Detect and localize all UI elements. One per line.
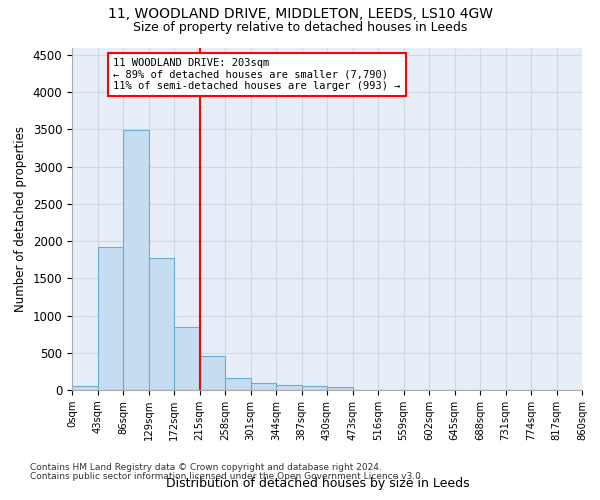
Bar	[149, 258, 174, 390]
Bar	[327, 387, 353, 390]
Text: Size of property relative to detached houses in Leeds: Size of property relative to detached ho…	[133, 21, 467, 34]
Y-axis label: Number of detached properties: Number of detached properties	[14, 126, 27, 312]
Text: Contains public sector information licensed under the Open Government Licence v3: Contains public sector information licen…	[30, 472, 424, 481]
Bar	[174, 328, 199, 390]
Bar	[72, 386, 97, 390]
Text: Contains HM Land Registry data © Crown copyright and database right 2024.: Contains HM Land Registry data © Crown c…	[30, 464, 382, 472]
Bar	[199, 356, 225, 390]
Text: 11, WOODLAND DRIVE, MIDDLETON, LEEDS, LS10 4GW: 11, WOODLAND DRIVE, MIDDLETON, LEEDS, LS…	[107, 8, 493, 22]
Bar	[97, 247, 123, 390]
Bar	[276, 385, 302, 390]
Bar	[225, 378, 251, 390]
Bar	[251, 383, 276, 390]
Text: 11 WOODLAND DRIVE: 203sqm
← 89% of detached houses are smaller (7,790)
11% of se: 11 WOODLAND DRIVE: 203sqm ← 89% of detac…	[113, 58, 400, 91]
Bar	[302, 386, 327, 390]
Bar	[123, 130, 149, 390]
Text: Distribution of detached houses by size in Leeds: Distribution of detached houses by size …	[166, 477, 470, 490]
